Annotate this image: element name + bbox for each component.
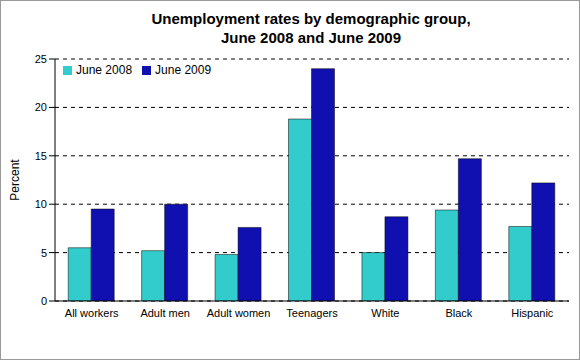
svg-text:25: 25 xyxy=(35,53,47,65)
svg-text:10: 10 xyxy=(35,198,47,210)
svg-text:Adult men: Adult men xyxy=(140,307,190,319)
svg-text:Black: Black xyxy=(445,307,472,319)
svg-text:0: 0 xyxy=(41,295,47,307)
svg-text:15: 15 xyxy=(35,150,47,162)
svg-text:White: White xyxy=(371,307,399,319)
svg-text:All workers: All workers xyxy=(65,307,119,319)
html-text:June 2009: June 2009 xyxy=(155,63,212,77)
svg-text:Teenagers: Teenagers xyxy=(286,307,338,319)
svg-text:20: 20 xyxy=(35,101,47,113)
svg-text:Adult women: Adult women xyxy=(207,307,271,319)
html-text:June 2008 and June 2009: June 2008 and June 2009 xyxy=(220,29,401,46)
svg-text:Percent: Percent xyxy=(8,159,22,201)
svg-text:5: 5 xyxy=(41,247,47,259)
html-text:June 2008: June 2008 xyxy=(76,63,133,77)
html-text:Unemployment rates by demograp: Unemployment rates by demographic group, xyxy=(151,10,471,27)
svg-text:Hispanic: Hispanic xyxy=(511,307,554,319)
